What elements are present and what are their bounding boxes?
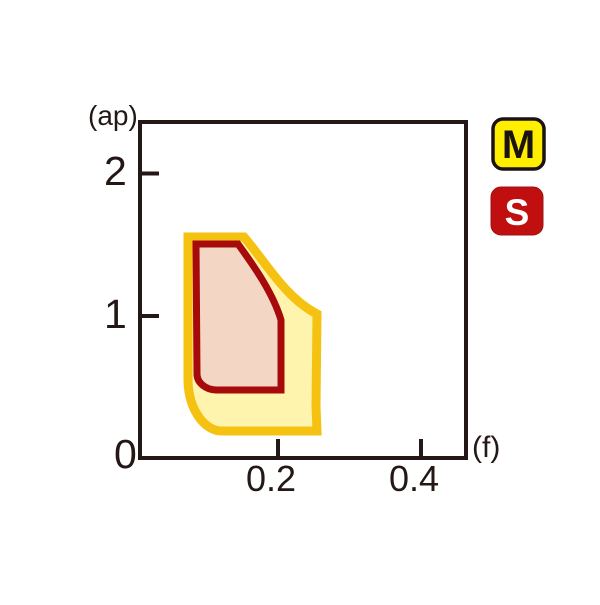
svg-text:S: S: [505, 192, 530, 233]
svg-text:M: M: [502, 123, 535, 167]
